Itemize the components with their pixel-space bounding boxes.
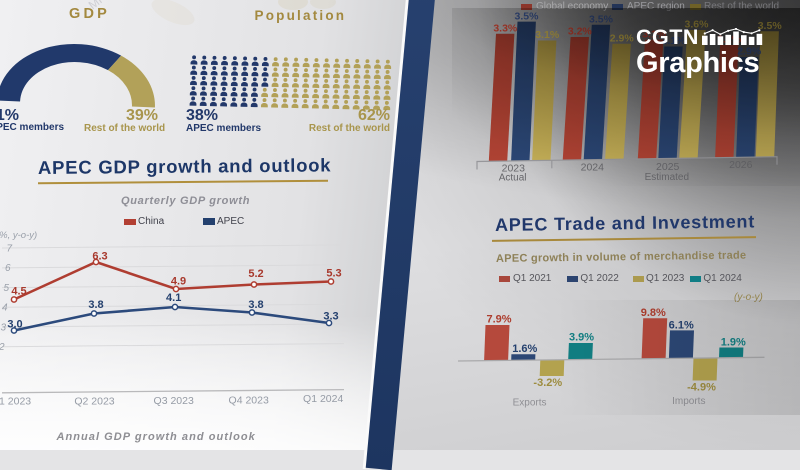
- svg-text:Q2 2023: Q2 2023: [74, 395, 114, 407]
- svg-text:2: 2: [0, 342, 5, 353]
- svg-text:6.3: 6.3: [92, 251, 107, 263]
- svg-text:4.9: 4.9: [171, 276, 186, 288]
- svg-text:Q1 2024: Q1 2024: [303, 393, 343, 405]
- svg-text:3: 3: [0, 322, 6, 333]
- svg-text:5.3: 5.3: [326, 268, 341, 280]
- svg-text:4.1: 4.1: [166, 292, 181, 304]
- svg-text:4: 4: [2, 303, 8, 314]
- svg-text:3.0: 3.0: [7, 319, 22, 331]
- svg-text:3.3: 3.3: [323, 311, 338, 323]
- svg-text:5: 5: [3, 283, 9, 294]
- svg-text:Q1 2023: Q1 2023: [0, 396, 31, 408]
- svg-text:Q3 2023: Q3 2023: [154, 395, 194, 407]
- svg-text:4.5: 4.5: [11, 286, 26, 298]
- svg-text:5.2: 5.2: [248, 268, 263, 280]
- svg-text:7: 7: [6, 243, 12, 254]
- svg-text:3.8: 3.8: [88, 299, 103, 311]
- svg-text:Q4 2023: Q4 2023: [229, 395, 269, 407]
- svg-text:3.8: 3.8: [248, 299, 263, 311]
- svg-text:6: 6: [5, 263, 11, 274]
